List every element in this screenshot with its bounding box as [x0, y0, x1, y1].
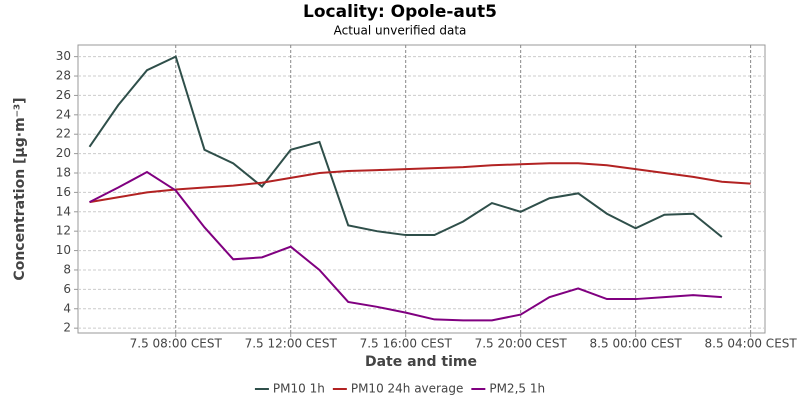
y-tick-label: 24	[56, 107, 71, 121]
x-tick-label: 8.5 00:00 CEST	[590, 337, 683, 351]
legend-label: PM2,5 1h	[489, 382, 545, 396]
chart-subtitle: Actual unverified data	[334, 24, 467, 38]
y-tick-label: 20	[56, 146, 71, 160]
y-tick-label: 30	[56, 49, 71, 63]
y-tick-label: 10	[56, 243, 71, 257]
line	[89, 170, 722, 322]
y-tick-label: 22	[56, 127, 71, 141]
x-tick-label: 7.5 08:00 CEST	[130, 337, 223, 351]
y-tick-label: 2	[63, 321, 71, 335]
line	[89, 162, 751, 204]
x-tick-label: 8.5 04:00 CEST	[705, 337, 798, 351]
y-tick-label: 16	[56, 185, 71, 199]
y-tick-label: 6	[63, 282, 71, 296]
y-tick-label: 18	[56, 166, 71, 180]
x-tick-label: 7.5 16:00 CEST	[360, 337, 453, 351]
legend-label: PM10 24h average	[351, 382, 464, 396]
x-tick-label: 7.5 20:00 CEST	[475, 337, 568, 351]
line	[88, 55, 723, 238]
chart-title: Locality: Opole-aut5	[303, 2, 497, 22]
y-tick-label: 28	[56, 69, 71, 83]
x-axis-label: Date and time	[365, 354, 477, 370]
y-tick-label: 12	[56, 224, 71, 238]
y-axis-label: Concentration [µg·m⁻³]	[12, 97, 28, 280]
legend: PM10 1h PM10 24h average PM2,5 1h	[254, 382, 545, 396]
legend-label: PM10 1h	[273, 382, 325, 396]
y-tick-label: 4	[63, 301, 71, 315]
x-tick-label: 7.5 12:00 CEST	[245, 337, 338, 351]
y-tick-label: 14	[56, 204, 71, 218]
y-tick-label: 26	[56, 88, 71, 102]
y-tick-label: 8	[63, 262, 71, 276]
